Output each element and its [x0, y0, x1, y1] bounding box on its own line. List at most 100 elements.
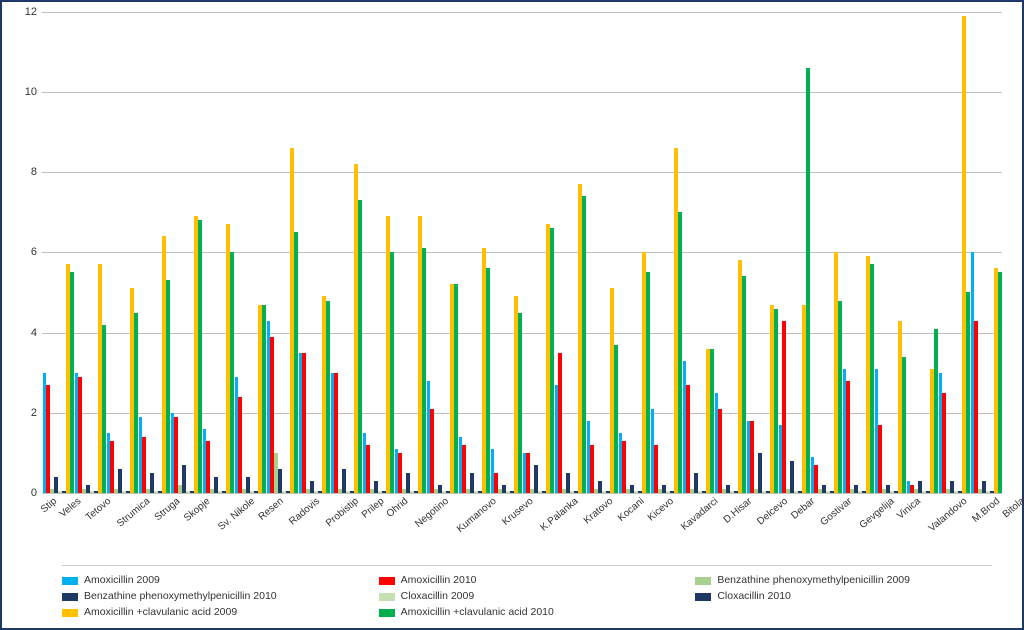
bar-group [362, 12, 394, 493]
legend-label: Cloxacillin 2009 [401, 590, 475, 602]
bar [454, 284, 458, 492]
bar [430, 409, 434, 493]
legend-swatch [379, 577, 395, 585]
bar-group [42, 12, 74, 493]
legend-swatch [62, 593, 78, 601]
bar-group [874, 12, 906, 493]
bar [774, 309, 778, 493]
bar [654, 445, 658, 493]
bar-group [106, 12, 138, 493]
bar [678, 212, 682, 492]
bar-group [938, 12, 970, 493]
bar [902, 357, 906, 493]
bar [118, 469, 122, 493]
legend-label: Cloxacillin 2010 [717, 590, 791, 602]
legend-item: Cloxacillin 2010 [695, 590, 992, 602]
bar [622, 441, 626, 493]
bar [878, 425, 882, 493]
bar [790, 461, 794, 493]
bar-group [970, 12, 1002, 493]
y-tick-label: 12 [12, 6, 37, 18]
bar [966, 292, 970, 492]
bar [150, 473, 154, 493]
bar-group [298, 12, 330, 493]
bar [358, 200, 362, 492]
bars-area [42, 12, 1002, 493]
bar [534, 465, 538, 493]
legend-swatch [695, 593, 711, 601]
bar [342, 469, 346, 493]
bar-group [74, 12, 106, 493]
bar-group [714, 12, 746, 493]
bar [518, 313, 522, 493]
bar [846, 381, 850, 493]
bar-group [490, 12, 522, 493]
legend-item: Amoxicillin 2009 [62, 574, 359, 586]
x-axis-labels: StipVelesTetovoStrumicaStrugaSkopjeSv. N… [42, 495, 1002, 560]
legend-swatch [379, 593, 395, 601]
legend-item: Amoxicillin +clavulanic acid 2009 [62, 606, 359, 618]
bar [326, 301, 330, 493]
legend-swatch [695, 577, 711, 585]
bar-group [330, 12, 362, 493]
bar [142, 437, 146, 493]
legend-swatch [62, 609, 78, 617]
bar [294, 232, 298, 492]
bar [422, 248, 426, 492]
bar [278, 469, 282, 493]
bar-group [170, 12, 202, 493]
bar [302, 353, 306, 493]
bar-group [682, 12, 714, 493]
bar [758, 453, 762, 493]
bar [462, 445, 466, 493]
y-tick-label: 8 [12, 166, 37, 178]
y-tick-label: 4 [12, 327, 37, 339]
legend: Amoxicillin 2009Amoxicillin 2010Benzathi… [62, 565, 992, 618]
bar [526, 453, 530, 493]
bar [614, 345, 618, 493]
bar-group [138, 12, 170, 493]
y-tick-label: 6 [12, 246, 37, 258]
legend-label: Amoxicillin +clavulanic acid 2009 [84, 606, 237, 618]
bar [182, 465, 186, 493]
bar [686, 385, 690, 493]
bar [558, 353, 562, 493]
bar-group [778, 12, 810, 493]
bar [942, 393, 946, 493]
bar [566, 473, 570, 493]
bar [710, 349, 714, 493]
bar [582, 196, 586, 493]
bar [102, 325, 106, 493]
legend-label: Amoxicillin +clavulanic acid 2010 [401, 606, 554, 618]
bar-group [810, 12, 842, 493]
legend-label: Amoxicillin 2009 [84, 574, 160, 586]
gridline [42, 493, 1002, 494]
bar [646, 272, 650, 492]
bar [750, 421, 754, 493]
chart-frame: 024681012 StipVelesTetovoStrumicaStrugaS… [0, 0, 1024, 630]
bar [782, 321, 786, 493]
bar-group [586, 12, 618, 493]
bar-group [458, 12, 490, 493]
legend-item: Benzathine phenoxymethylpenicillin 2009 [695, 574, 992, 586]
bar [398, 453, 402, 493]
bar [134, 313, 138, 493]
bar-group [554, 12, 586, 493]
bar [198, 220, 202, 492]
bar [694, 473, 698, 493]
bar-group [266, 12, 298, 493]
bar [166, 280, 170, 492]
bar-group [618, 12, 650, 493]
bar [390, 252, 394, 492]
bar-group [426, 12, 458, 493]
bar [334, 373, 338, 493]
bar-group [906, 12, 938, 493]
bar [934, 329, 938, 493]
bar [78, 377, 82, 493]
bar [590, 445, 594, 493]
bar-group [202, 12, 234, 493]
bar [470, 473, 474, 493]
bar [206, 441, 210, 493]
bar [230, 252, 234, 492]
bar [174, 417, 178, 493]
